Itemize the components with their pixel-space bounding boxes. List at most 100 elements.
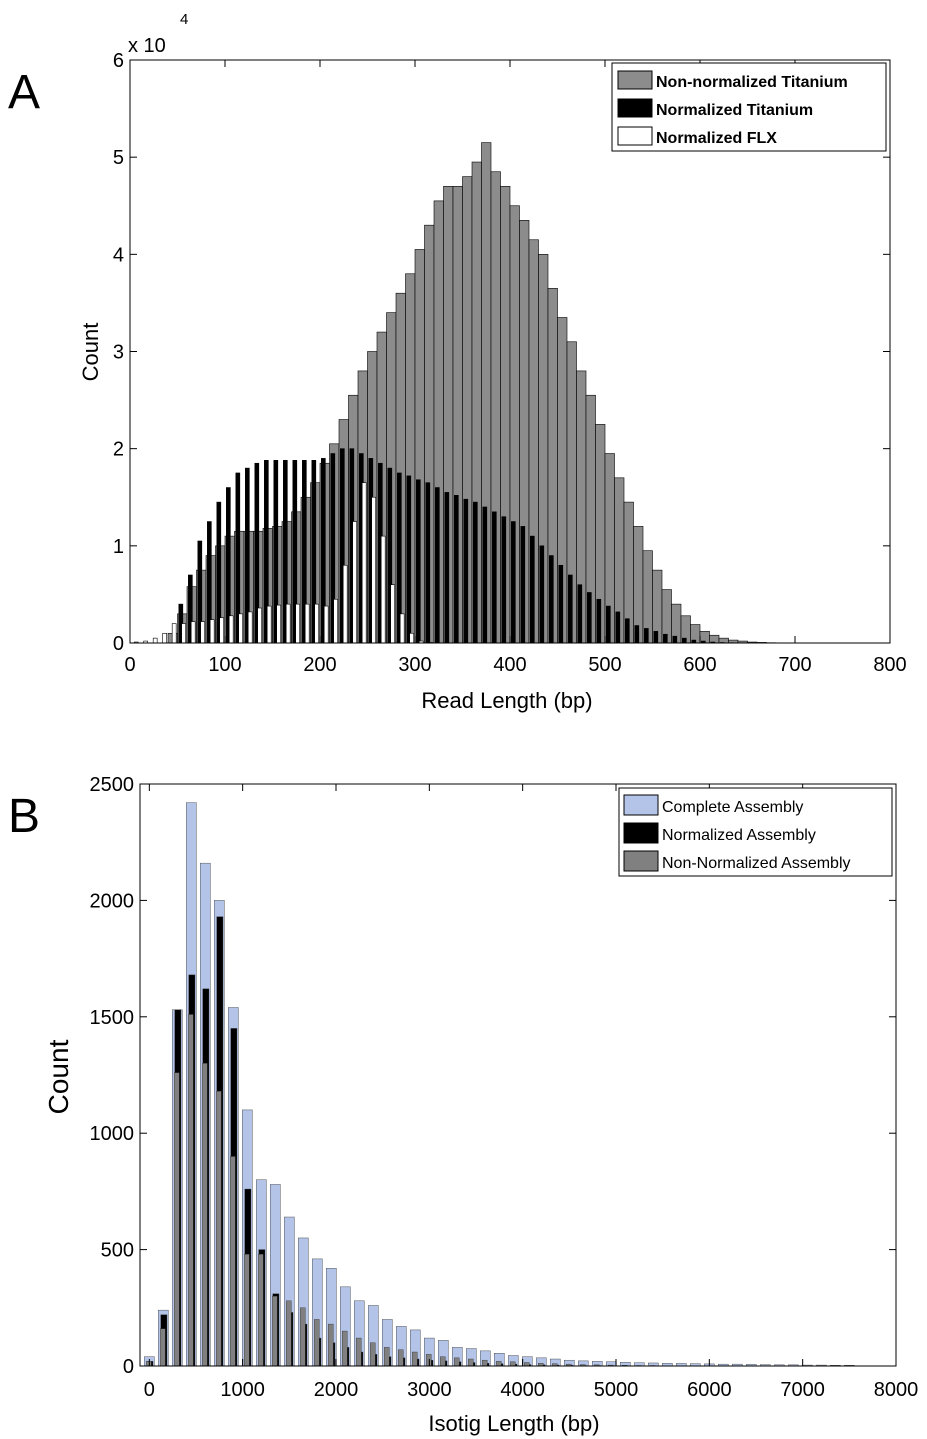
chart-b-y-tick-label-5: 2500 — [90, 774, 135, 796]
chart-a-legend-entry-2: Normalized FLX — [656, 130, 777, 147]
chart-a-y-tick-label-1: 1 — [113, 536, 124, 558]
chart-b-y-tick-label-3: 1500 — [90, 1007, 135, 1029]
chart-a-y-tick-label-4: 4 — [113, 244, 124, 266]
chart-a-bar-s2-22 — [342, 564, 348, 644]
chart-b-bar-s2-2 — [174, 1072, 180, 1367]
chart-b-bar-s2-6 — [230, 1156, 236, 1367]
chart-a-bar-s1-36 — [473, 501, 478, 644]
chart-a-y-tick-label-2: 2 — [113, 439, 124, 461]
chart-a-bar-s1-39 — [501, 516, 507, 644]
chart-a-bar-s2-26 — [380, 535, 386, 644]
chart-a-y-tick-label-3: 3 — [113, 342, 124, 364]
chart-a-bar-s1-30 — [416, 479, 421, 644]
chart-a-bar-s2-10 — [228, 615, 234, 644]
chart-a-bar-s2-6 — [190, 621, 196, 644]
chart-b-legend: Complete Assembly Normalized Assembly No… — [618, 787, 893, 877]
chart-a-bar-s1-42 — [530, 535, 535, 644]
chart-b-bar-s2-3 — [188, 1014, 194, 1367]
chart-a-bar-s2-3 — [162, 632, 167, 644]
chart-b-bar-s2-23 — [468, 1358, 474, 1367]
chart-b-bar-s2-8 — [258, 1254, 264, 1367]
chart-b-y-tick-label-4: 2000 — [90, 890, 135, 912]
chart-a-bar-s2-18 — [304, 603, 310, 644]
chart-a-y-tick-label-5: 5 — [113, 147, 124, 169]
chart-a-x-tick-label-5: 500 — [588, 654, 621, 676]
chart-a-bar-s1-49 — [596, 598, 602, 644]
chart-b-bar-s2-5 — [216, 1091, 222, 1367]
chart-b-x-tick-label-2: 2000 — [314, 1379, 359, 1401]
chart-b-x-tick-label-0: 0 — [144, 1379, 155, 1401]
chart-a-bar-s2-2 — [152, 637, 158, 644]
chart-a-bar-s1-51 — [615, 611, 621, 644]
chart-a-bar-s1-29 — [406, 475, 412, 644]
chart-a-bar-s1-56 — [663, 633, 668, 644]
chart-b: B 0 1000 2000 3000 4000 5000 6000 7000 8000 0 500 1… — [8, 774, 918, 1436]
chart-a-exponent-label: x 10 — [128, 35, 166, 57]
chart-a-bar-s2-23 — [352, 521, 357, 644]
chart-b-y-tick-label-2: 1000 — [90, 1123, 135, 1145]
chart-a-bar-s1-33 — [444, 492, 450, 644]
chart-a-legend-swatch-0 — [617, 70, 653, 90]
chart-b-x-tick-label-8: 8000 — [874, 1379, 919, 1401]
chart-a-x-tick-label-6: 600 — [683, 654, 716, 676]
chart-a-bar-s2-9 — [219, 617, 224, 644]
chart-a-x-axis-label: Read Length (bp) — [421, 688, 592, 713]
chart-a-x-tick-label-7: 700 — [778, 654, 811, 676]
chart-a-x-tick-label-1: 100 — [208, 654, 241, 676]
chart-a-bar-s2-19 — [314, 603, 319, 644]
chart-b-bar-s2-11 — [300, 1307, 306, 1367]
chart-b-bar-s2-0 — [146, 1361, 152, 1367]
chart-a-bar-s2-8 — [209, 619, 215, 644]
chart-b-bar-s2-19 — [412, 1351, 418, 1367]
chart-a-y-tick-label-6: 6 — [113, 50, 124, 72]
chart-b-bar-s2-24 — [482, 1359, 488, 1367]
chart-b-bar-s2-1 — [160, 1328, 166, 1367]
chart-b-bar-s2-22 — [454, 1357, 460, 1367]
chart-a-bar-s1-52 — [625, 618, 630, 644]
chart-a-bar-s1-55 — [653, 631, 659, 644]
chart-a-x-tick-label-2: 200 — [303, 654, 336, 676]
chart-b-legend-entry-0: Complete Assembly — [662, 799, 803, 816]
chart-b-y-tick-label-1: 500 — [101, 1240, 134, 1262]
chart-a-bar-s2-7 — [200, 621, 205, 644]
chart-a-bar-s2-4 — [171, 623, 177, 644]
chart-b-bar-s2-26 — [510, 1361, 516, 1367]
chart-a-bar-s2-12 — [247, 611, 253, 644]
chart-a-bar-s2-28 — [399, 613, 405, 644]
chart-b-x-tick-label-3: 3000 — [407, 1379, 452, 1401]
chart-a-bar-s1-50 — [606, 605, 611, 644]
chart-a-bar-s1-48 — [587, 592, 592, 644]
chart-a-bar-s2-25 — [371, 496, 376, 644]
chart-b-bar-s2-4 — [202, 1063, 208, 1367]
chart-b-legend-entry-2: Non-Normalized Assembly — [662, 855, 851, 872]
chart-a-bar-s1-32 — [435, 487, 440, 644]
chart-b-x-tick-label-7: 7000 — [780, 1379, 825, 1401]
chart-b-x-tick-label-4: 4000 — [500, 1379, 545, 1401]
chart-a-bar-s1-45 — [558, 564, 564, 644]
chart-a-legend-swatch-1 — [617, 98, 653, 118]
chart-b-bar-s2-7 — [244, 1254, 250, 1367]
chart-b-bar-s2-17 — [384, 1347, 390, 1367]
chart-a-bar-s1-40 — [511, 521, 516, 644]
chart-a-x-tick-label-3: 300 — [398, 654, 431, 676]
chart-a-bar-s2-5 — [181, 623, 186, 644]
chart-a-bar-s1-44 — [549, 555, 554, 644]
chart-a-x-tick-label-4: 400 — [493, 654, 526, 676]
chart-a-legend: Non-normalized Titanium Normalized Titan… — [611, 62, 887, 152]
chart-b-bar-s2-12 — [314, 1319, 320, 1367]
panel-label-a: A — [8, 66, 40, 119]
chart-b-legend-swatch-0 — [623, 794, 659, 816]
chart-b-bar-s2-27 — [524, 1362, 530, 1367]
chart-b-legend-entry-1: Normalized Assembly — [662, 827, 816, 844]
chart-a-bar-s1-38 — [492, 511, 497, 644]
chart-a-legend-swatch-2 — [617, 126, 653, 146]
chart-a-bar-s1-37 — [482, 506, 488, 644]
chart-a-bar-s1-31 — [425, 482, 431, 644]
chart-a-bar-s2-27 — [390, 584, 395, 644]
chart-b-legend-swatch-1 — [623, 822, 659, 844]
chart-a-bar-s1-34 — [454, 495, 459, 644]
chart-b-legend-box — [618, 787, 893, 877]
chart-b-bar-s2-21 — [440, 1356, 446, 1367]
